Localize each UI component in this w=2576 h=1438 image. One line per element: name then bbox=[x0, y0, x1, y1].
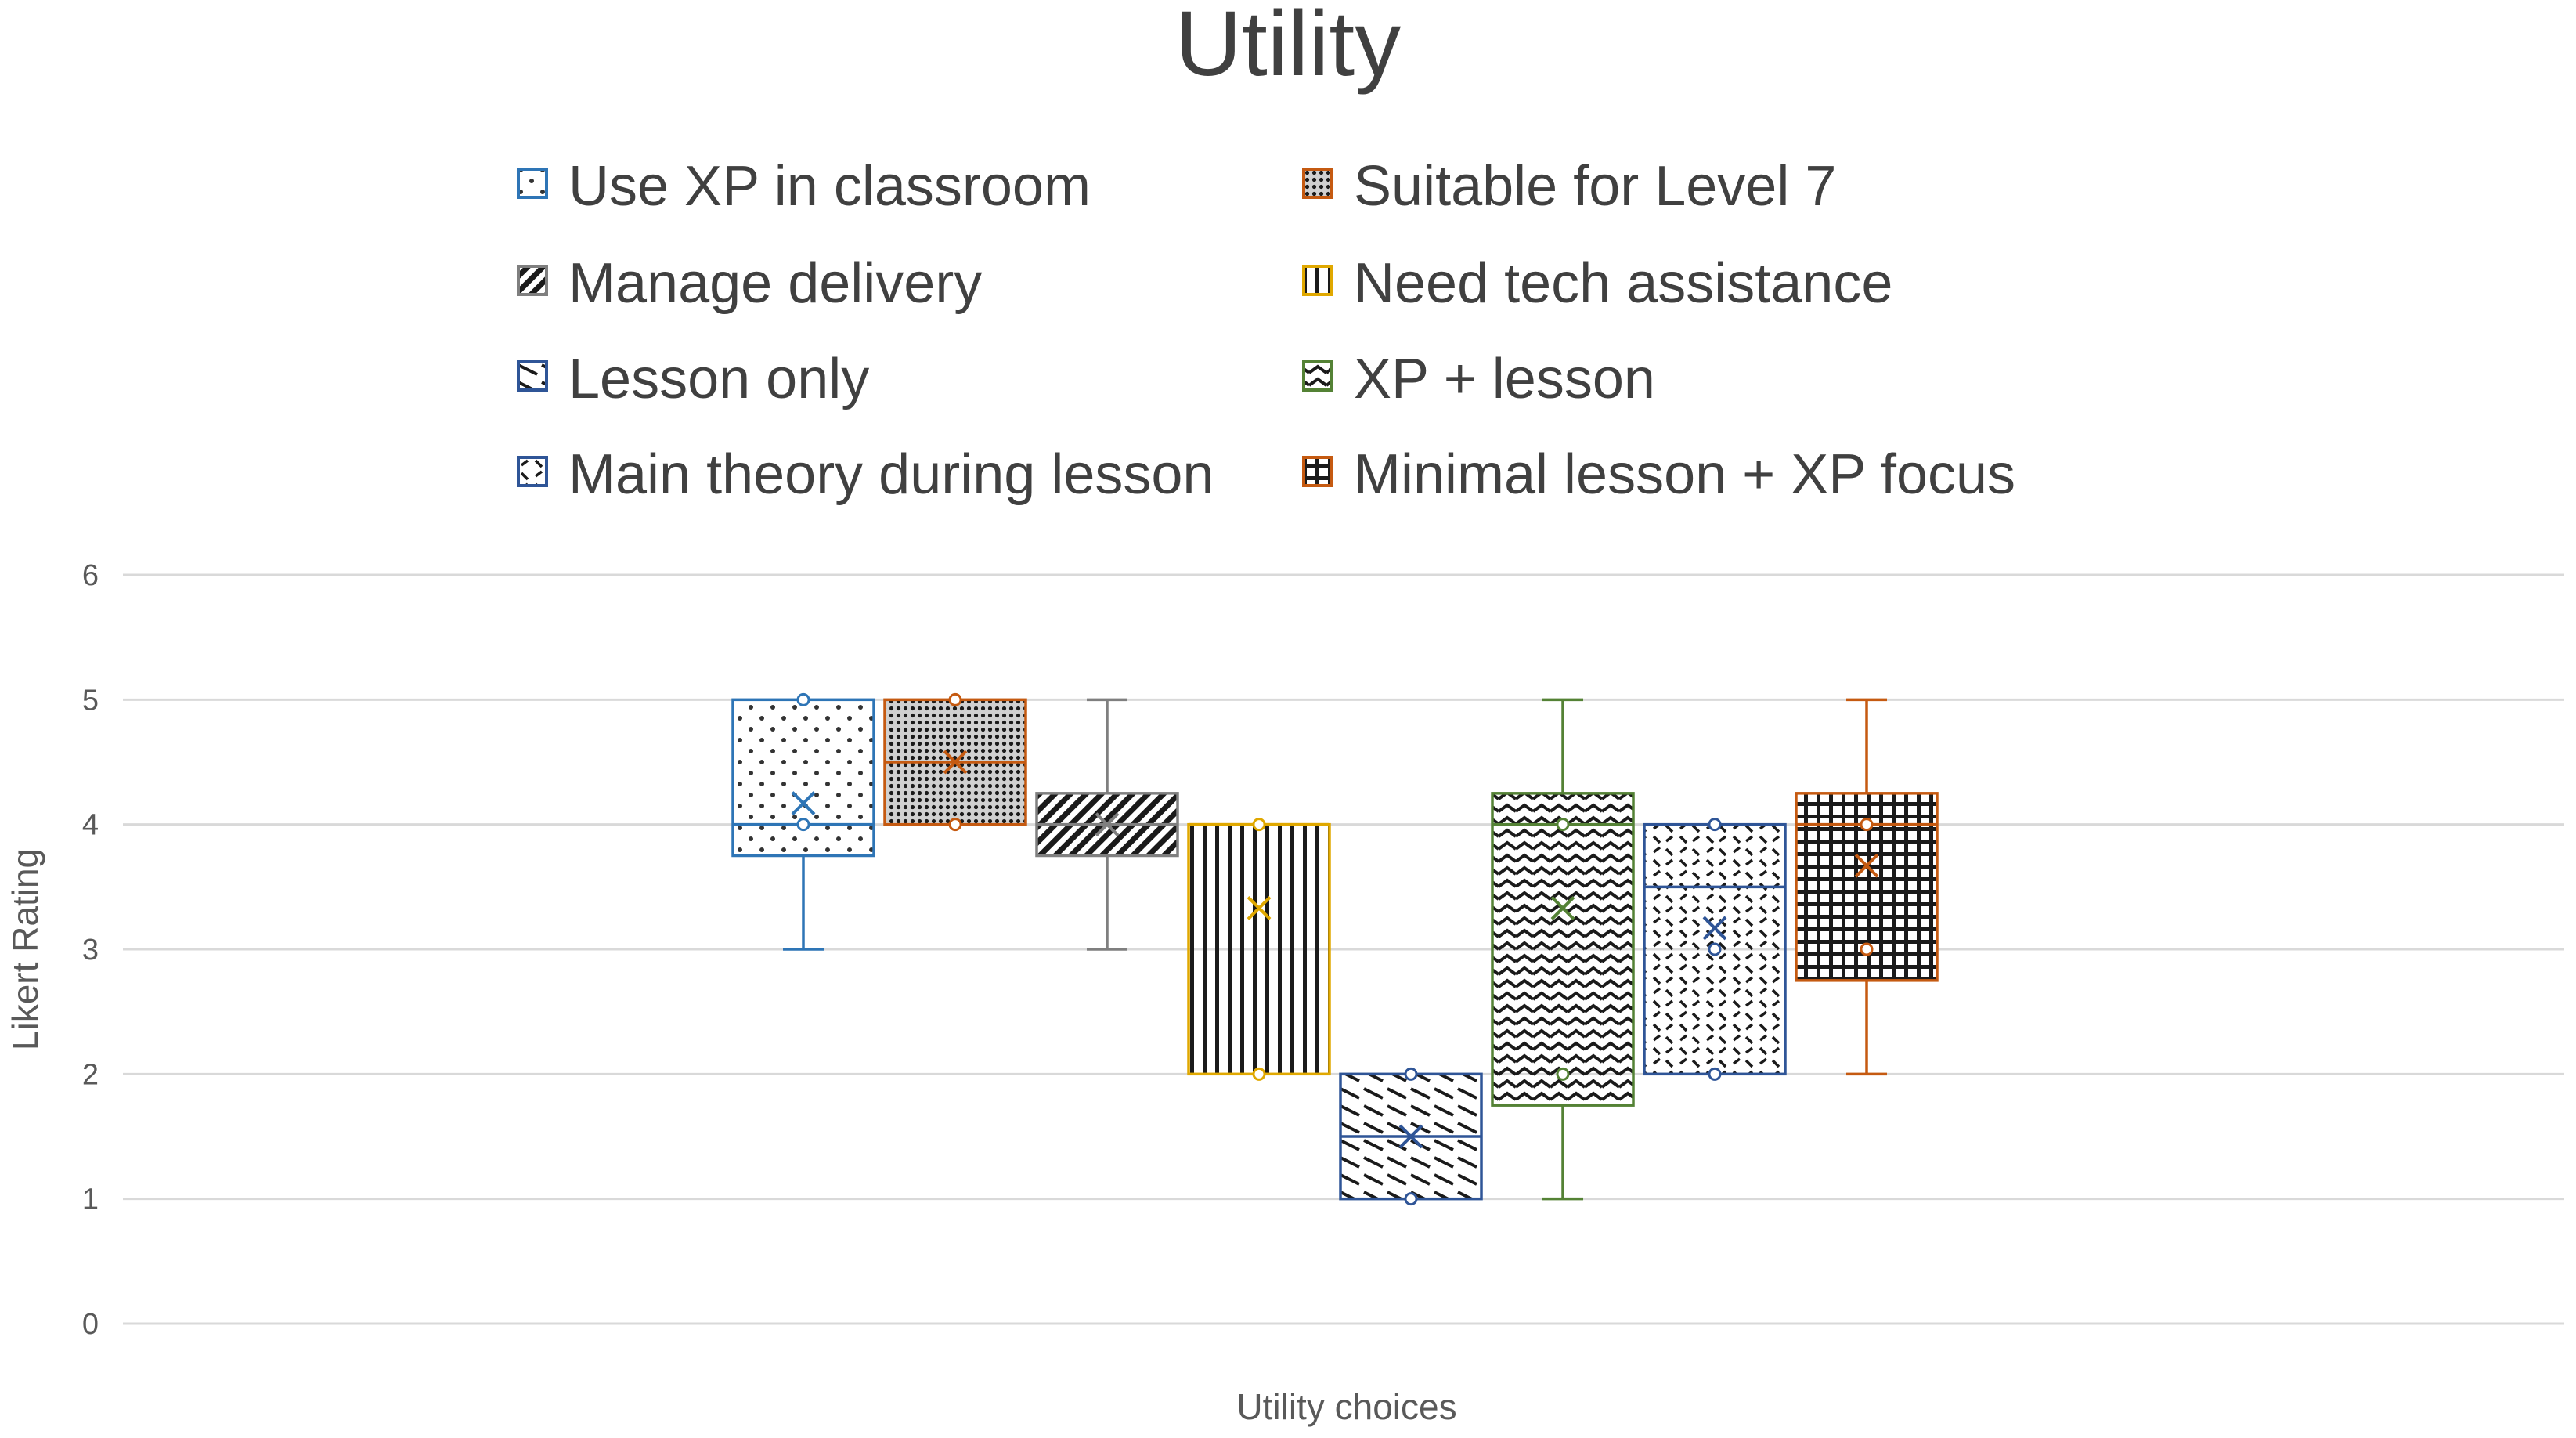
box-body bbox=[731, 698, 875, 858]
y-tick-label-0: 0 bbox=[82, 1308, 99, 1341]
legend-item-lesson-only: Lesson only bbox=[517, 348, 869, 410]
box-need-tech-assistance bbox=[1187, 818, 1331, 1081]
legend-item-xp-lesson: XP + lesson bbox=[1302, 348, 1655, 410]
mean-marker bbox=[1095, 812, 1120, 837]
legend-label: Lesson only bbox=[568, 348, 869, 410]
box-suitable-for-level-7 bbox=[883, 692, 1027, 832]
y-tick-label-4: 4 bbox=[82, 809, 99, 842]
legend-item-manage-delivery: Manage delivery bbox=[517, 252, 982, 315]
data-point bbox=[1404, 1192, 1418, 1206]
mean-marker bbox=[1854, 853, 1879, 878]
data-point bbox=[1252, 818, 1266, 832]
mean-marker bbox=[943, 750, 968, 775]
legend-item-need-tech-assistance: Need tech assistance bbox=[1302, 252, 1892, 315]
legend: Use XP in classroom Suitable for Level 7 M… bbox=[517, 155, 2015, 506]
legend-swatch bbox=[1302, 265, 1333, 296]
y-tick-label-2: 2 bbox=[82, 1058, 99, 1091]
legend-swatch bbox=[517, 168, 548, 199]
data-point bbox=[796, 692, 810, 706]
y-tick-label-1: 1 bbox=[82, 1183, 99, 1216]
mean-marker bbox=[1398, 1124, 1423, 1149]
legend-swatch bbox=[517, 265, 548, 296]
mean-marker bbox=[791, 791, 816, 815]
legend-item-main-theory-during-lesson: Main theory during lesson bbox=[517, 443, 1214, 506]
box-xp-lesson bbox=[1491, 698, 1635, 1201]
box-lesson-only bbox=[1339, 1067, 1483, 1206]
gridlines bbox=[123, 573, 2564, 1325]
data-point bbox=[1708, 942, 1722, 956]
box-body bbox=[1491, 792, 1635, 1107]
legend-label: Minimal lesson + XP focus bbox=[1354, 443, 2015, 506]
boxes bbox=[731, 692, 1939, 1206]
legend-label: Use XP in classroom bbox=[568, 155, 1091, 218]
y-tick-label-6: 6 bbox=[82, 559, 99, 592]
data-point bbox=[948, 818, 962, 832]
x-axis-title: Utility choices bbox=[1236, 1386, 1456, 1427]
data-point bbox=[1708, 818, 1722, 832]
legend-label: Need tech assistance bbox=[1354, 252, 1892, 315]
legend-swatch bbox=[1302, 360, 1333, 392]
y-tick-label-5: 5 bbox=[82, 684, 99, 717]
mean-marker bbox=[1550, 896, 1575, 920]
box-body bbox=[1187, 822, 1331, 1076]
data-point bbox=[1860, 942, 1874, 956]
data-point bbox=[1252, 1067, 1266, 1081]
legend-swatch bbox=[1302, 168, 1333, 199]
legend-item-minimal-lesson-xp-focus: Minimal lesson + XP focus bbox=[1302, 443, 2015, 506]
box-use-xp-in-classroom bbox=[731, 692, 875, 951]
legend-swatch bbox=[1302, 456, 1333, 487]
data-point bbox=[948, 692, 962, 706]
y-axis-ticks: 0 1 2 3 4 5 6 bbox=[82, 559, 99, 1341]
box-minimal-lesson-xp-focus bbox=[1795, 698, 1939, 1076]
data-point bbox=[1860, 818, 1874, 832]
legend-swatch bbox=[517, 456, 548, 487]
box-main-theory-during-lesson bbox=[1643, 818, 1787, 1081]
data-point bbox=[1404, 1067, 1418, 1081]
legend-item-suitable-for-level-7: Suitable for Level 7 bbox=[1302, 155, 1836, 218]
data-point bbox=[796, 818, 810, 832]
legend-swatch bbox=[517, 360, 548, 392]
legend-label: XP + lesson bbox=[1354, 348, 1655, 410]
data-point bbox=[1708, 1067, 1722, 1081]
data-point bbox=[1556, 818, 1570, 832]
mean-marker bbox=[1247, 896, 1272, 920]
legend-label: Manage delivery bbox=[568, 252, 982, 315]
legend-item-use-xp-in-classroom: Use XP in classroom bbox=[517, 155, 1091, 218]
y-axis-title: Likert Rating bbox=[5, 848, 45, 1050]
chart-title: Utility bbox=[1175, 0, 1401, 96]
box-manage-delivery bbox=[1035, 698, 1179, 951]
data-point bbox=[1556, 1067, 1570, 1081]
y-tick-label-3: 3 bbox=[82, 934, 99, 966]
legend-label: Main theory during lesson bbox=[568, 443, 1214, 506]
mean-marker bbox=[1702, 916, 1727, 941]
legend-label: Suitable for Level 7 bbox=[1354, 155, 1836, 218]
